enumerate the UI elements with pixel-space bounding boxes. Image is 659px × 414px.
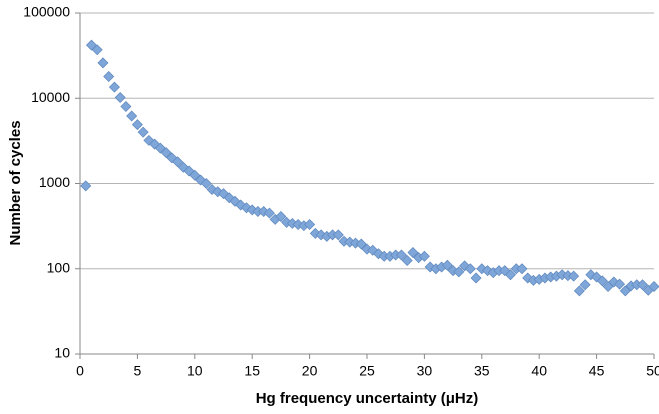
point bbox=[648, 280, 659, 292]
point bbox=[223, 192, 235, 204]
x-axis-title: Hg frequency uncertainty (μHz) bbox=[256, 390, 479, 407]
x-tick-label: 45 bbox=[589, 363, 605, 379]
point bbox=[591, 271, 603, 283]
point bbox=[120, 101, 132, 113]
x-tick-label: 50 bbox=[646, 363, 659, 379]
point bbox=[596, 275, 608, 287]
y-tick-label: 10000 bbox=[31, 89, 70, 105]
y-axis-title: Number of cycles bbox=[7, 120, 24, 245]
point bbox=[619, 285, 631, 297]
point bbox=[114, 92, 126, 104]
point bbox=[441, 259, 453, 271]
point bbox=[143, 134, 155, 146]
point bbox=[218, 188, 229, 200]
point bbox=[309, 227, 321, 239]
point bbox=[172, 156, 184, 168]
point bbox=[258, 205, 270, 217]
point bbox=[212, 186, 224, 198]
point bbox=[246, 204, 258, 216]
point bbox=[131, 119, 143, 131]
y-tick-label: 100 bbox=[47, 259, 71, 275]
point bbox=[464, 263, 476, 275]
point bbox=[418, 250, 430, 262]
x-tick-label: 25 bbox=[359, 363, 375, 379]
point bbox=[395, 249, 407, 261]
point bbox=[263, 207, 275, 219]
point bbox=[108, 81, 120, 93]
y-tick-label: 10 bbox=[54, 345, 70, 361]
y-tick-label: 100000 bbox=[23, 4, 70, 20]
point bbox=[424, 261, 436, 273]
point bbox=[407, 247, 419, 259]
point bbox=[505, 269, 516, 281]
point bbox=[516, 263, 528, 275]
point bbox=[126, 110, 138, 122]
point bbox=[85, 39, 97, 51]
point bbox=[240, 202, 252, 214]
point bbox=[149, 138, 161, 150]
x-tick-label: 15 bbox=[244, 363, 260, 379]
point bbox=[459, 260, 471, 272]
point bbox=[137, 126, 149, 138]
point bbox=[573, 285, 585, 297]
point bbox=[160, 147, 172, 159]
x-tick-label: 40 bbox=[531, 363, 547, 379]
x-tick-label: 20 bbox=[302, 363, 318, 379]
point bbox=[80, 180, 92, 192]
point bbox=[614, 278, 626, 290]
point bbox=[229, 195, 241, 207]
y-tick-label: 1000 bbox=[39, 174, 70, 190]
point bbox=[332, 229, 344, 241]
point bbox=[568, 270, 580, 282]
point bbox=[522, 272, 534, 284]
point bbox=[401, 254, 413, 266]
point bbox=[200, 178, 212, 189]
x-tick-label: 10 bbox=[187, 363, 203, 379]
point bbox=[355, 238, 367, 250]
point bbox=[154, 142, 166, 154]
point bbox=[637, 279, 649, 291]
point bbox=[91, 44, 103, 56]
point bbox=[275, 211, 287, 223]
point bbox=[235, 199, 247, 211]
x-tick-label: 35 bbox=[474, 363, 490, 379]
x-tick-label: 30 bbox=[417, 363, 433, 379]
x-tick-label: 0 bbox=[76, 363, 84, 379]
point bbox=[315, 229, 327, 241]
point bbox=[579, 279, 591, 291]
x-tick-label: 5 bbox=[134, 363, 142, 379]
point bbox=[183, 165, 195, 177]
point bbox=[97, 57, 109, 69]
point bbox=[470, 272, 482, 284]
point bbox=[453, 266, 465, 278]
point bbox=[103, 70, 115, 82]
point bbox=[304, 219, 316, 231]
